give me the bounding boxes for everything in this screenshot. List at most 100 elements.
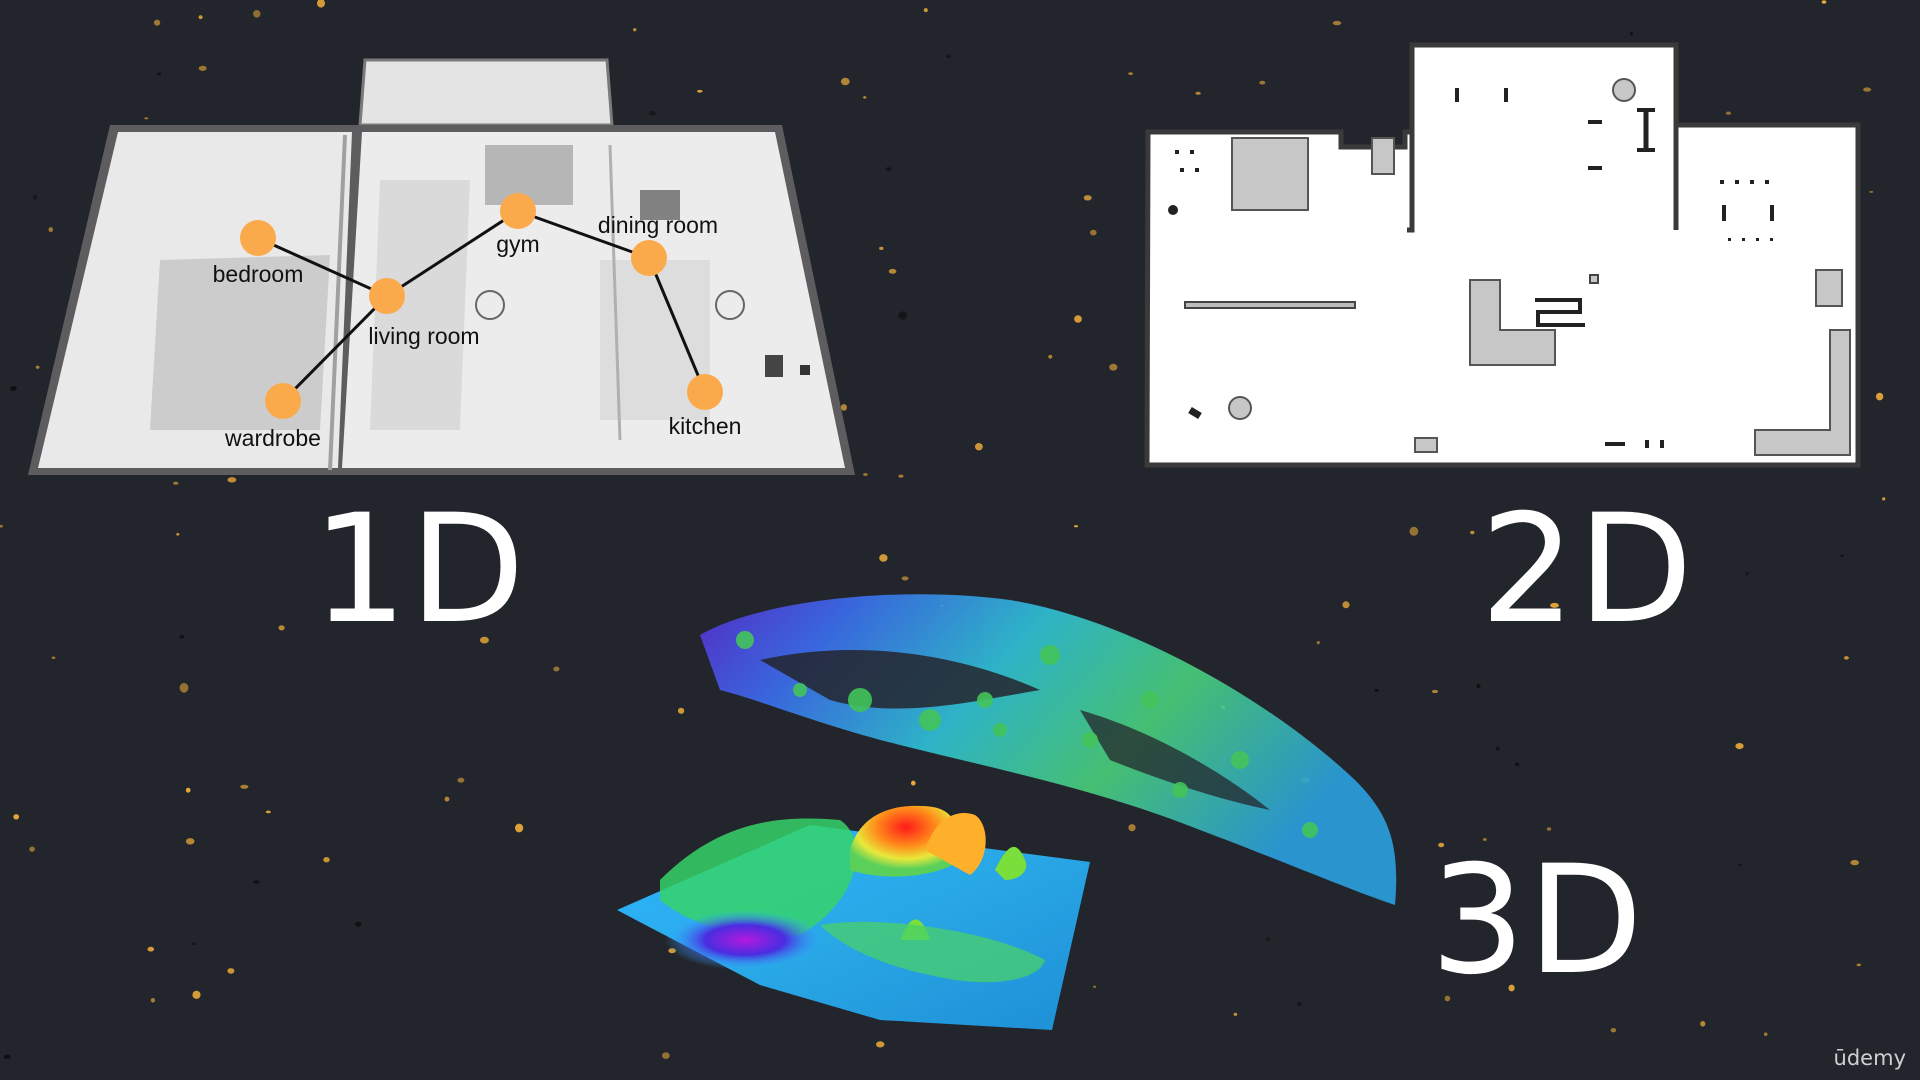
- star-dot: [227, 477, 237, 483]
- star-dot: [1546, 827, 1552, 831]
- graph-node-label-gym: gym: [496, 231, 539, 257]
- star-dot: [885, 167, 892, 172]
- star-dot: [431, 608, 439, 613]
- star-dot: [863, 96, 867, 99]
- star-dot: [1869, 190, 1874, 193]
- star-dot: [1128, 72, 1133, 75]
- star-dot: [157, 72, 162, 76]
- graph-node-wardrobe: [265, 383, 301, 419]
- star-dot: [898, 311, 908, 320]
- graph-edge-gym-dining_room: [517, 209, 650, 260]
- star-dot: [1476, 683, 1481, 689]
- star-dot: [1409, 526, 1419, 536]
- star-dot: [444, 796, 450, 802]
- star-dot: [144, 117, 149, 120]
- star-dot: [1109, 363, 1118, 371]
- star-dot: [1725, 111, 1732, 115]
- star-dot: [1074, 525, 1078, 528]
- star-dot: [553, 666, 560, 672]
- star-dot: [888, 268, 897, 274]
- star-dot: [1470, 530, 1475, 535]
- star-dot: [185, 838, 195, 845]
- graph-edge-dining_room-kitchen: [647, 257, 707, 393]
- star-dot: [253, 880, 260, 884]
- label-3d: 3D: [1430, 834, 1645, 1008]
- star-dot: [198, 65, 207, 71]
- star-dot: [10, 386, 17, 392]
- graph-edge-living_room-wardrobe: [281, 294, 389, 403]
- graph-node-living_room: [369, 278, 405, 314]
- star-dot: [898, 474, 904, 478]
- graph-node-bedroom: [240, 220, 276, 256]
- star-dot: [1233, 1012, 1238, 1016]
- star-dot: [1875, 392, 1884, 401]
- star-dot: [901, 576, 909, 581]
- star-dot: [1700, 1021, 1706, 1027]
- star-dot: [975, 443, 983, 451]
- star-dot: [1840, 554, 1844, 557]
- star-dot: [13, 814, 20, 820]
- star-dot: [278, 625, 285, 631]
- star-dot: [1856, 963, 1862, 967]
- graph-node-gym: [500, 193, 536, 229]
- label-2d: 2D: [1480, 483, 1695, 657]
- map-outline: [1144, 42, 1861, 468]
- star-dot: [1863, 87, 1872, 92]
- star-dot: [176, 533, 180, 536]
- graph-node-label-bedroom: bedroom: [213, 261, 304, 287]
- star-dot: [1265, 937, 1271, 942]
- star-dot: [649, 111, 657, 116]
- star-dot: [0, 524, 4, 528]
- star-dot: [633, 28, 637, 32]
- star-dot: [1074, 315, 1082, 323]
- label-1d: 1D: [312, 483, 527, 657]
- star-dot: [179, 634, 185, 639]
- star-dot: [198, 15, 203, 20]
- star-dot: [662, 1052, 670, 1059]
- star-dot: [173, 481, 179, 485]
- star-dot: [1763, 1032, 1768, 1036]
- graph-edges: [257, 209, 707, 403]
- graph-node-label-kitchen: kitchen: [669, 413, 742, 439]
- star-dot: [1550, 602, 1559, 608]
- star-dot: [227, 968, 235, 974]
- star-dot: [479, 636, 489, 644]
- star-dot: [1514, 762, 1520, 767]
- star-dot: [1610, 1028, 1617, 1033]
- star-dot: [515, 823, 524, 833]
- star-dot: [1508, 984, 1515, 992]
- star-dot: [154, 19, 161, 26]
- star-dot: [840, 404, 848, 411]
- star-dot: [1342, 601, 1350, 609]
- star-dot: [1332, 20, 1342, 26]
- star-dot: [677, 707, 685, 714]
- star-dot: [1482, 838, 1487, 841]
- star-dot: [1843, 656, 1849, 660]
- star-dot: [253, 10, 261, 18]
- graph-nodes: bedroom living room gym dining room wardrobe…: [213, 193, 742, 451]
- star-dot: [51, 656, 56, 660]
- star-dot: [150, 998, 156, 1003]
- star-dot: [1374, 688, 1379, 692]
- graph-edge-bedroom-living_room: [257, 236, 388, 298]
- star-dot: [1735, 743, 1744, 750]
- star-dot: [355, 921, 362, 927]
- star-dot: [1438, 842, 1445, 848]
- star-dot: [1444, 995, 1451, 1002]
- star-dot: [240, 784, 249, 789]
- star-dot: [1316, 641, 1320, 645]
- star-dot: [863, 473, 868, 476]
- star-dot: [879, 246, 884, 250]
- star-dot: [179, 683, 189, 693]
- star-dot: [1297, 1001, 1302, 1006]
- udemy-watermark: ūdemy: [1833, 1046, 1906, 1070]
- star-dot: [1850, 859, 1859, 866]
- star-dot: [265, 810, 271, 814]
- star-dot: [1821, 0, 1827, 4]
- star-dot: [1083, 195, 1092, 201]
- star-dot: [876, 1041, 885, 1048]
